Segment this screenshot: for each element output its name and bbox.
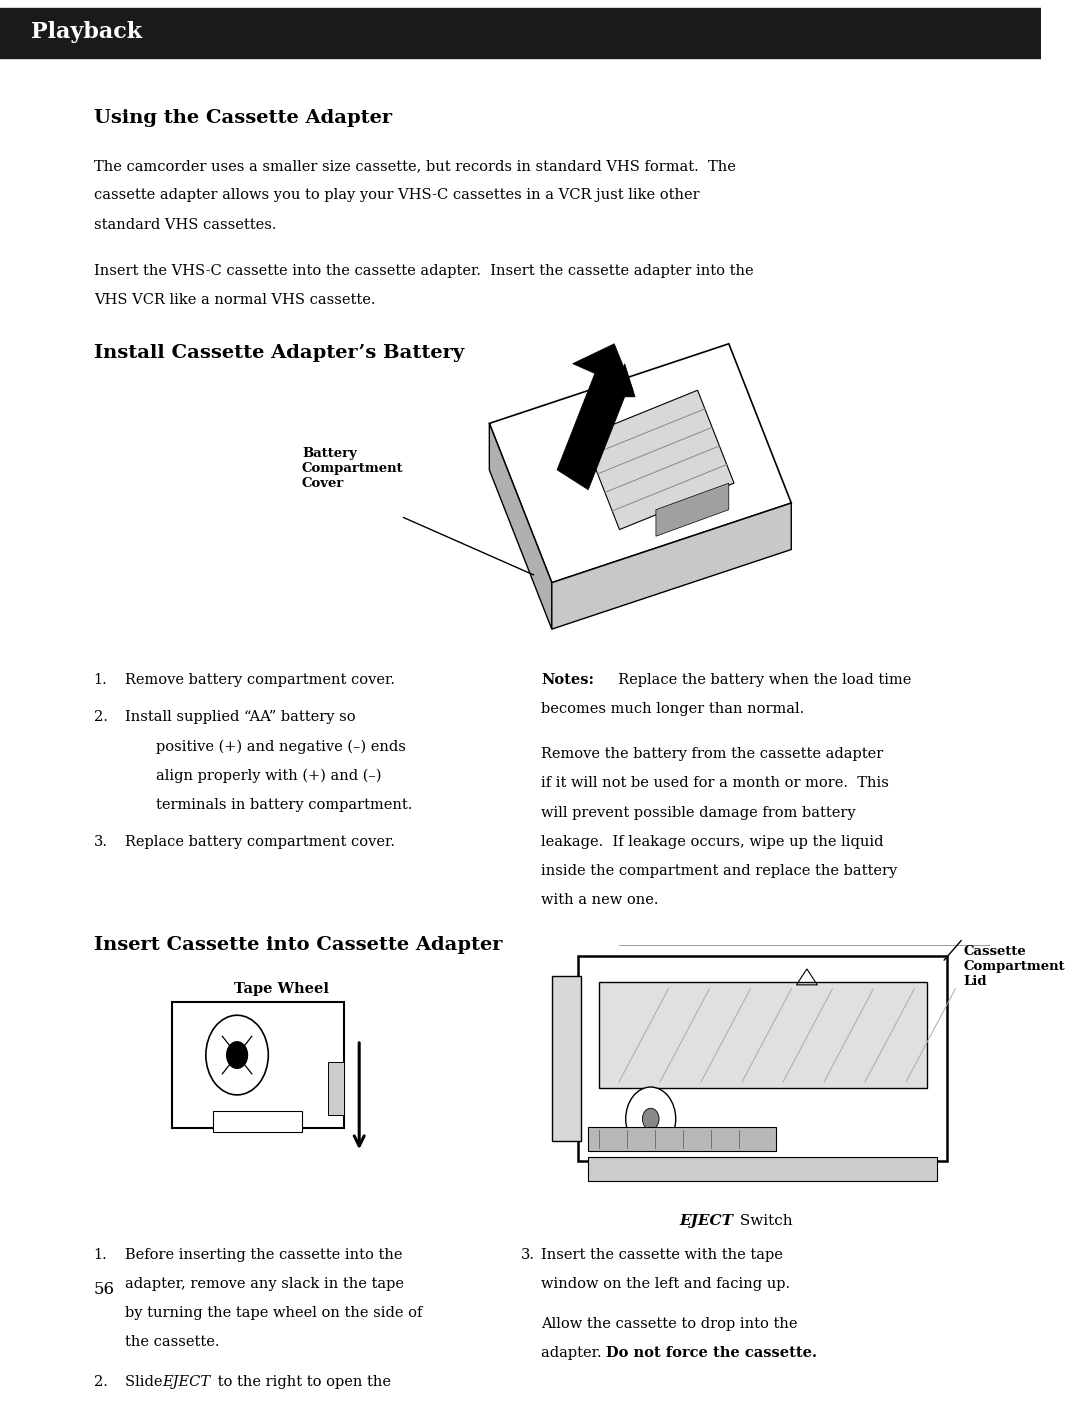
Text: 1.: 1. bbox=[94, 1248, 107, 1262]
Text: Using the Cassette Adapter: Using the Cassette Adapter bbox=[94, 110, 392, 126]
Text: terminals in battery compartment.: terminals in battery compartment. bbox=[157, 797, 413, 812]
Text: Install supplied “AA” battery so: Install supplied “AA” battery so bbox=[125, 710, 355, 724]
Text: Remove battery compartment cover.: Remove battery compartment cover. bbox=[125, 673, 395, 687]
Text: with a new one.: with a new one. bbox=[541, 893, 659, 907]
Text: window on the left and facing up.: window on the left and facing up. bbox=[541, 1276, 791, 1290]
Bar bbox=[0, 8, 1041, 59]
Text: adapter, remove any slack in the tape: adapter, remove any slack in the tape bbox=[125, 1276, 404, 1290]
Polygon shape bbox=[656, 483, 729, 536]
Text: The camcorder uses a smaller size cassette, but records in standard VHS format. : The camcorder uses a smaller size casset… bbox=[94, 159, 735, 173]
Text: Insert the cassette with the tape: Insert the cassette with the tape bbox=[541, 1248, 783, 1262]
Text: Allow the cassette to drop into the: Allow the cassette to drop into the bbox=[541, 1317, 798, 1331]
Bar bbox=[598, 983, 927, 1088]
Text: cassette adapter allows you to play your VHS-C cassettes in a VCR just like othe: cassette adapter allows you to play your… bbox=[94, 188, 700, 202]
Text: 3.: 3. bbox=[94, 835, 108, 849]
Bar bbox=[589, 1157, 937, 1181]
Text: 2.: 2. bbox=[94, 710, 108, 724]
Text: Remove the battery from the cassette adapter: Remove the battery from the cassette ada… bbox=[541, 747, 883, 761]
Text: will prevent possible damage from battery: will prevent possible damage from batter… bbox=[541, 806, 856, 820]
Text: Before inserting the cassette into the: Before inserting the cassette into the bbox=[125, 1248, 403, 1262]
Text: Switch: Switch bbox=[735, 1214, 793, 1228]
Text: 1.: 1. bbox=[94, 673, 107, 687]
Text: inside the compartment and replace the battery: inside the compartment and replace the b… bbox=[541, 863, 897, 878]
Circle shape bbox=[625, 1087, 676, 1151]
Polygon shape bbox=[583, 390, 734, 529]
Bar bbox=[328, 1061, 343, 1115]
Bar bbox=[578, 956, 947, 1161]
Text: Tape Wheel: Tape Wheel bbox=[233, 983, 328, 997]
Text: Insert Cassette into Cassette Adapter: Insert Cassette into Cassette Adapter bbox=[94, 935, 502, 953]
Text: 2.: 2. bbox=[94, 1375, 108, 1389]
Text: the cassette.: the cassette. bbox=[125, 1335, 219, 1349]
Circle shape bbox=[206, 1015, 268, 1095]
Text: 3.: 3. bbox=[521, 1248, 535, 1262]
Text: align properly with (+) and (–): align properly with (+) and (–) bbox=[157, 768, 381, 783]
Text: Insert the VHS-C cassette into the cassette adapter.  Insert the cassette adapte: Insert the VHS-C cassette into the casse… bbox=[94, 264, 754, 278]
Text: Install Cassette Adapter’s Battery: Install Cassette Adapter’s Battery bbox=[94, 344, 464, 362]
Text: Notes:: Notes: bbox=[541, 673, 594, 687]
Bar bbox=[589, 1127, 775, 1151]
Text: 56: 56 bbox=[94, 1280, 114, 1299]
Text: if it will not be used for a month or more.  This: if it will not be used for a month or mo… bbox=[541, 776, 889, 790]
Text: EJECT: EJECT bbox=[679, 1214, 733, 1228]
Circle shape bbox=[643, 1108, 659, 1130]
Polygon shape bbox=[572, 344, 633, 390]
Text: leakage.  If leakage occurs, wipe up the liquid: leakage. If leakage occurs, wipe up the … bbox=[541, 835, 883, 849]
Text: standard VHS cassettes.: standard VHS cassettes. bbox=[94, 218, 276, 232]
Text: Cassette
Compartment
Lid: Cassette Compartment Lid bbox=[963, 945, 1065, 988]
Text: Playback: Playback bbox=[31, 21, 143, 44]
Text: Do not force the cassette.: Do not force the cassette. bbox=[606, 1346, 816, 1360]
Text: Replace battery compartment cover.: Replace battery compartment cover. bbox=[125, 835, 395, 849]
Text: adapter.: adapter. bbox=[541, 1346, 611, 1360]
Text: EJECT: EJECT bbox=[162, 1375, 211, 1389]
Circle shape bbox=[227, 1042, 247, 1068]
Text: by turning the tape wheel on the side of: by turning the tape wheel on the side of bbox=[125, 1306, 422, 1320]
Bar bbox=[214, 1111, 302, 1132]
Text: becomes much longer than normal.: becomes much longer than normal. bbox=[541, 702, 805, 716]
Polygon shape bbox=[615, 364, 635, 397]
Text: positive (+) and negative (–) ends: positive (+) and negative (–) ends bbox=[157, 740, 406, 754]
Polygon shape bbox=[557, 364, 630, 490]
Text: Replace the battery when the load time: Replace the battery when the load time bbox=[609, 673, 912, 687]
Text: VHS VCR like a normal VHS cassette.: VHS VCR like a normal VHS cassette. bbox=[94, 293, 375, 307]
Polygon shape bbox=[552, 503, 792, 629]
Text: to the right to open the: to the right to open the bbox=[214, 1375, 391, 1389]
Bar bbox=[172, 1002, 343, 1129]
Polygon shape bbox=[489, 424, 552, 629]
Bar bbox=[552, 976, 581, 1141]
Text: Slide: Slide bbox=[125, 1375, 167, 1389]
Text: Battery
Compartment
Cover: Battery Compartment Cover bbox=[302, 446, 404, 490]
Polygon shape bbox=[489, 344, 792, 583]
